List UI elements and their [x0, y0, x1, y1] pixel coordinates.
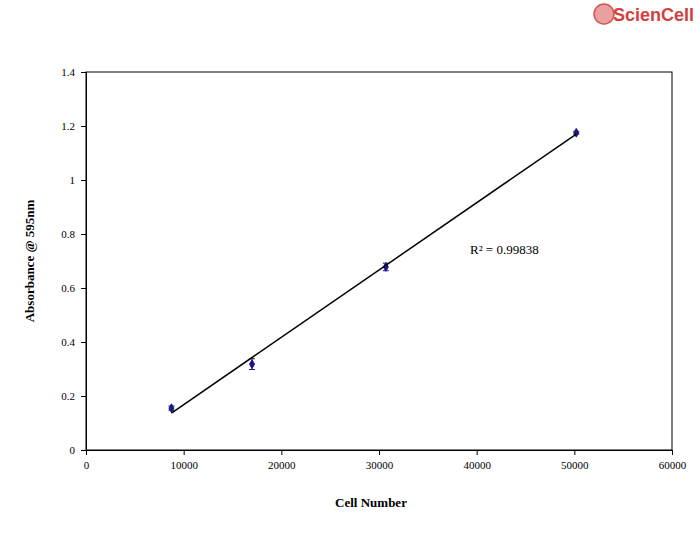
x-tick-label: 30000 [366, 459, 394, 471]
y-tick: 0.2 [61, 390, 86, 402]
x-axis-line [87, 451, 673, 456]
y-tick: 0.4 [61, 336, 86, 348]
x-tick: 50000 [561, 450, 589, 471]
y-tick-label: 1.4 [61, 66, 75, 78]
error-bar [249, 359, 255, 370]
y-axis: 0 0.2 0.4 0.6 0.8 1 1.2 1.4 [61, 66, 86, 456]
x-tick-mark [574, 450, 575, 455]
x-tick: 10000 [170, 450, 198, 471]
y-tick-label: 0.8 [61, 228, 75, 240]
y-tick-mark [81, 72, 86, 73]
x-tick: 60000 [659, 450, 687, 471]
x-tick-label: 20000 [268, 459, 296, 471]
x-tick-mark [379, 450, 380, 455]
x-tick-label: 10000 [170, 459, 198, 471]
y-tick: 0.6 [61, 282, 86, 294]
x-tick: 0 [84, 450, 90, 471]
y-tick-mark [81, 288, 86, 289]
x-tick-label: 60000 [659, 459, 687, 471]
y-tick-label: 1.2 [61, 120, 75, 132]
y-tick-mark [81, 126, 86, 127]
y-tick-label: 0.4 [61, 336, 75, 348]
data-point [250, 360, 255, 369]
y-tick-mark [81, 234, 86, 235]
y-tick: 1.4 [61, 66, 86, 78]
x-tick-mark [672, 450, 673, 455]
x-tick: 40000 [463, 450, 491, 471]
x-tick-label: 0 [84, 459, 90, 471]
y-tick-mark [81, 342, 86, 343]
chart: 0 10000 20000 30000 40000 50000 60000 0 0.2 0.4 0.… [0, 0, 700, 560]
logo-icon [594, 4, 614, 24]
y-tick-label: 0 [70, 444, 76, 456]
x-tick-mark [281, 450, 282, 455]
y-axis-title: Absorbance @ 595nm [22, 200, 37, 323]
x-tick: 20000 [268, 450, 296, 471]
x-tick: 30000 [366, 450, 394, 471]
plot-frame [86, 72, 672, 450]
plot-marks [168, 128, 579, 413]
x-tick-mark [477, 450, 478, 455]
x-tick-label: 40000 [463, 459, 491, 471]
x-tick-label: 50000 [561, 459, 589, 471]
y-tick-mark [81, 180, 86, 181]
y-tick-mark [81, 396, 86, 397]
x-tick-mark [184, 450, 185, 455]
x-axis-title: Cell Number [335, 495, 407, 510]
trend-line [171, 134, 576, 413]
y-tick-label: 1 [70, 174, 76, 186]
y-tick: 0 [70, 444, 87, 456]
y-tick: 1 [70, 174, 87, 186]
y-tick-mark [81, 450, 86, 451]
y-tick-label: 0.6 [61, 282, 75, 294]
y-tick: 1.2 [61, 120, 86, 132]
x-axis: 0 10000 20000 30000 40000 50000 60000 [84, 450, 687, 471]
annotation: R² = 0.99838 [470, 242, 539, 257]
y-tick-label: 0.2 [61, 390, 75, 402]
logo-text: ScienCell [613, 5, 694, 25]
y-tick: 0.8 [61, 228, 86, 240]
y-axis-line [81, 73, 87, 451]
